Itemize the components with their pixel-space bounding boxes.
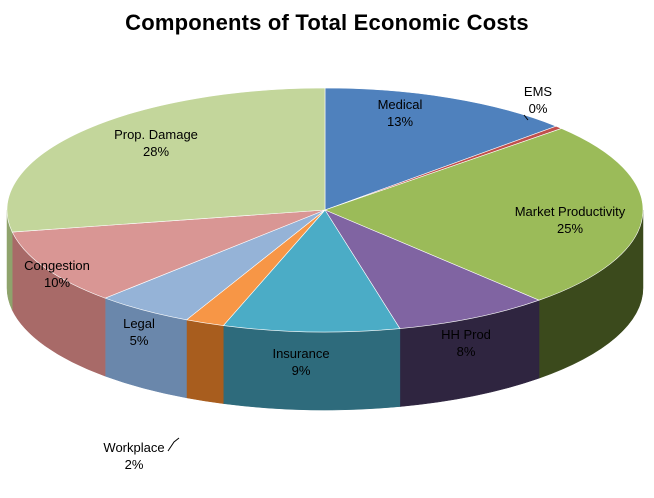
slice-label-percent: 2%	[125, 457, 144, 472]
pie-side-walls	[6, 209, 644, 411]
slice-label-name: Legal	[123, 316, 155, 331]
slice-label-name: Workplace	[103, 440, 164, 455]
slice-label-workplace: Workplace 2%	[103, 440, 164, 472]
pie-top-faces	[6, 87, 644, 333]
pie-slice-prop-damage	[6, 87, 326, 233]
pie-side-workplace	[186, 319, 224, 404]
slice-label-name: Congestion	[24, 258, 90, 273]
slice-label-ems: EMS 0%	[524, 84, 553, 116]
slice-label-name: HH Prod	[441, 327, 491, 342]
slice-label-legal: Legal 5%	[123, 316, 155, 348]
slice-label-name: Medical	[378, 97, 423, 112]
leader-line-ems	[523, 114, 529, 121]
slice-label-percent: 5%	[130, 333, 149, 348]
slice-label-medical: Medical 13%	[378, 97, 423, 129]
pie-labels: Medical 13% EMS 0% Market Productivity 25% HH …	[24, 84, 626, 472]
slice-label-percent: 10%	[44, 275, 70, 290]
pie-slice-market-productivity	[324, 128, 644, 301]
slice-label-name: Insurance	[272, 346, 329, 361]
pie-slice-medical	[324, 87, 557, 211]
slice-label-percent: 28%	[143, 144, 169, 159]
slice-label-name: Market Productivity	[515, 204, 626, 219]
leader-line-workplace	[167, 437, 180, 452]
slice-label-percent: 9%	[292, 363, 311, 378]
slice-label-market-productivity: Market Productivity 25%	[515, 204, 626, 236]
chart-title: Components of Total Economic Costs	[125, 10, 529, 35]
slice-label-hh-prod: HH Prod 8%	[441, 327, 491, 359]
pie-side-insurance	[223, 325, 401, 411]
slice-label-percent: 25%	[557, 221, 583, 236]
slice-label-prop-damage: Prop. Damage 28%	[114, 127, 198, 159]
slice-label-insurance: Insurance 9%	[272, 346, 329, 378]
pie-slice-congestion	[11, 209, 326, 299]
slice-label-percent: 8%	[457, 344, 476, 359]
slice-label-name: Prop. Damage	[114, 127, 198, 142]
pie-slice-insurance	[222, 209, 401, 333]
pie-slice-hh-prod	[324, 209, 540, 329]
slice-label-percent: 13%	[387, 114, 413, 129]
slice-label-name: EMS	[524, 84, 553, 99]
slice-label-congestion: Congestion 10%	[24, 258, 90, 290]
slice-label-percent: 0%	[529, 101, 548, 116]
